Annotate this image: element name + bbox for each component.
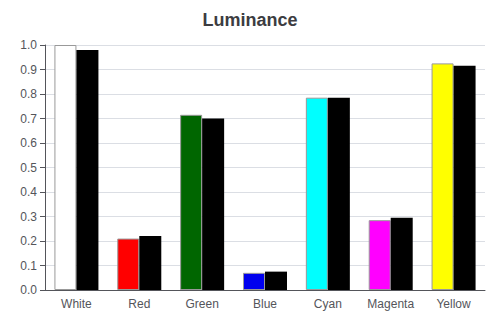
svg-text:0.8: 0.8 xyxy=(20,87,37,101)
svg-text:Green: Green xyxy=(185,297,218,311)
svg-text:Magenta: Magenta xyxy=(367,297,414,311)
svg-text:Red: Red xyxy=(128,297,150,311)
svg-text:0.1: 0.1 xyxy=(20,259,37,273)
svg-text:Yellow: Yellow xyxy=(436,297,471,311)
svg-text:Cyan: Cyan xyxy=(314,297,342,311)
svg-text:0.7: 0.7 xyxy=(20,112,37,126)
svg-text:Luminance: Luminance xyxy=(202,10,297,30)
svg-text:1.0: 1.0 xyxy=(20,38,37,52)
svg-text:0.6: 0.6 xyxy=(20,136,37,150)
svg-text:0.9: 0.9 xyxy=(20,63,37,77)
svg-text:Blue: Blue xyxy=(253,297,277,311)
svg-text:0.0: 0.0 xyxy=(20,283,37,297)
svg-text:0.4: 0.4 xyxy=(20,185,37,199)
svg-text:0.2: 0.2 xyxy=(20,234,37,248)
svg-text:0.3: 0.3 xyxy=(20,210,37,224)
svg-text:0.5: 0.5 xyxy=(20,161,37,175)
svg-text:White: White xyxy=(61,297,92,311)
